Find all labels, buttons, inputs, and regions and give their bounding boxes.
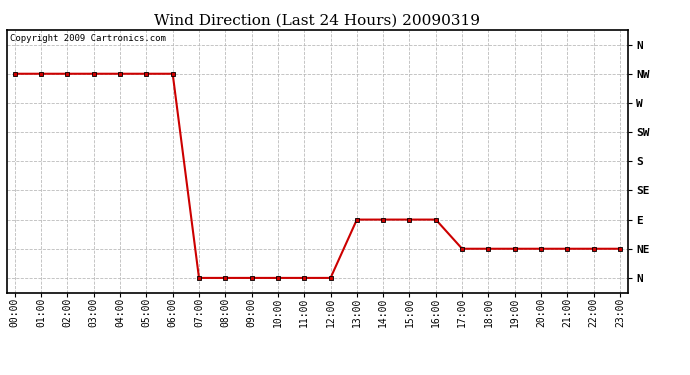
- Title: Wind Direction (Last 24 Hours) 20090319: Wind Direction (Last 24 Hours) 20090319: [155, 13, 480, 27]
- Text: Copyright 2009 Cartronics.com: Copyright 2009 Cartronics.com: [10, 34, 166, 43]
